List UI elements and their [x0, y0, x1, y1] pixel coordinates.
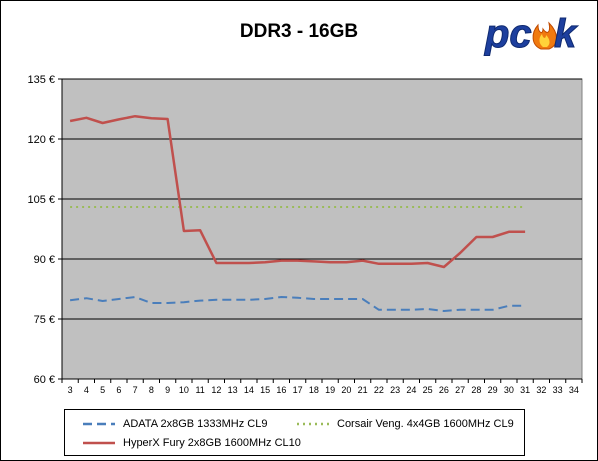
legend: ADATA 2x8GB 1333MHz CL9 Corsair Veng. 4x4… [64, 409, 525, 456]
x-tick-label: 27 [455, 385, 465, 395]
y-tick-label: 60 € [34, 374, 55, 386]
x-tick-label: 19 [325, 385, 335, 395]
legend-swatch [83, 441, 115, 445]
x-tick-label: 26 [439, 385, 449, 395]
x-tick-label: 22 [374, 385, 384, 395]
pcsk-logo: pc k [484, 12, 579, 57]
x-tick-label: 7 [133, 385, 138, 395]
x-tick-label: 14 [244, 385, 254, 395]
x-tick-label: 4 [84, 385, 89, 395]
x-tick-label: 15 [260, 385, 270, 395]
x-tick-label: 25 [423, 385, 433, 395]
x-tick-label: 18 [309, 385, 319, 395]
x-tick-label: 17 [293, 385, 303, 395]
x-tick-label: 9 [165, 385, 170, 395]
legend-swatch [297, 422, 329, 426]
x-tick-label: 8 [149, 385, 154, 395]
y-tick-label: 105 € [27, 194, 55, 206]
legend-label: ADATA 2x8GB 1333MHz CL9 [123, 418, 268, 430]
x-tick-label: 21 [358, 385, 368, 395]
x-tick-label: 13 [228, 385, 238, 395]
x-tick-label: 3 [68, 385, 73, 395]
legend-label: HyperX Fury 2x8GB 1600MHz CL10 [123, 437, 301, 449]
line-chart: 60 €75 €90 €105 €120 €135 €3 4 5 6 7 8 9 10 11 12… [27, 74, 583, 395]
x-tick-label: 10 [179, 385, 189, 395]
series-line-1 [69, 296, 526, 312]
x-tick-label: 30 [504, 385, 514, 395]
x-tick-label: 11 [195, 385, 204, 395]
svg-text:k: k [554, 12, 578, 56]
x-tick-label: 20 [341, 385, 351, 395]
x-tick-label: 6 [116, 385, 121, 395]
x-tick-label: 24 [406, 385, 416, 395]
series-line-3 [69, 114, 526, 269]
y-tick-label: 90 € [34, 254, 55, 266]
y-tick-label: 75 € [34, 314, 55, 326]
x-tick-label: 34 [569, 385, 579, 395]
x-tick-label: 33 [553, 385, 563, 395]
x-tick-label: 16 [276, 385, 286, 395]
plot-area [61, 78, 583, 380]
x-tick-label: 12 [211, 385, 221, 395]
chart-title: DDR3 - 16GB [239, 21, 359, 42]
legend-label: Corsair Veng. 4x4GB 1600MHz CL9 [337, 418, 514, 430]
x-tick-label: 5 [100, 385, 105, 395]
svg-text:pc: pc [484, 12, 532, 56]
x-tick-label: 29 [488, 385, 498, 395]
y-tick-label: 120 € [27, 134, 55, 146]
y-tick-label: 135 € [27, 74, 55, 86]
x-tick-label: 23 [390, 385, 400, 395]
legend-swatch [83, 422, 115, 426]
x-tick-label: 32 [536, 385, 546, 395]
x-tick-label: 28 [471, 385, 481, 395]
x-tick-label: 31 [520, 385, 530, 395]
